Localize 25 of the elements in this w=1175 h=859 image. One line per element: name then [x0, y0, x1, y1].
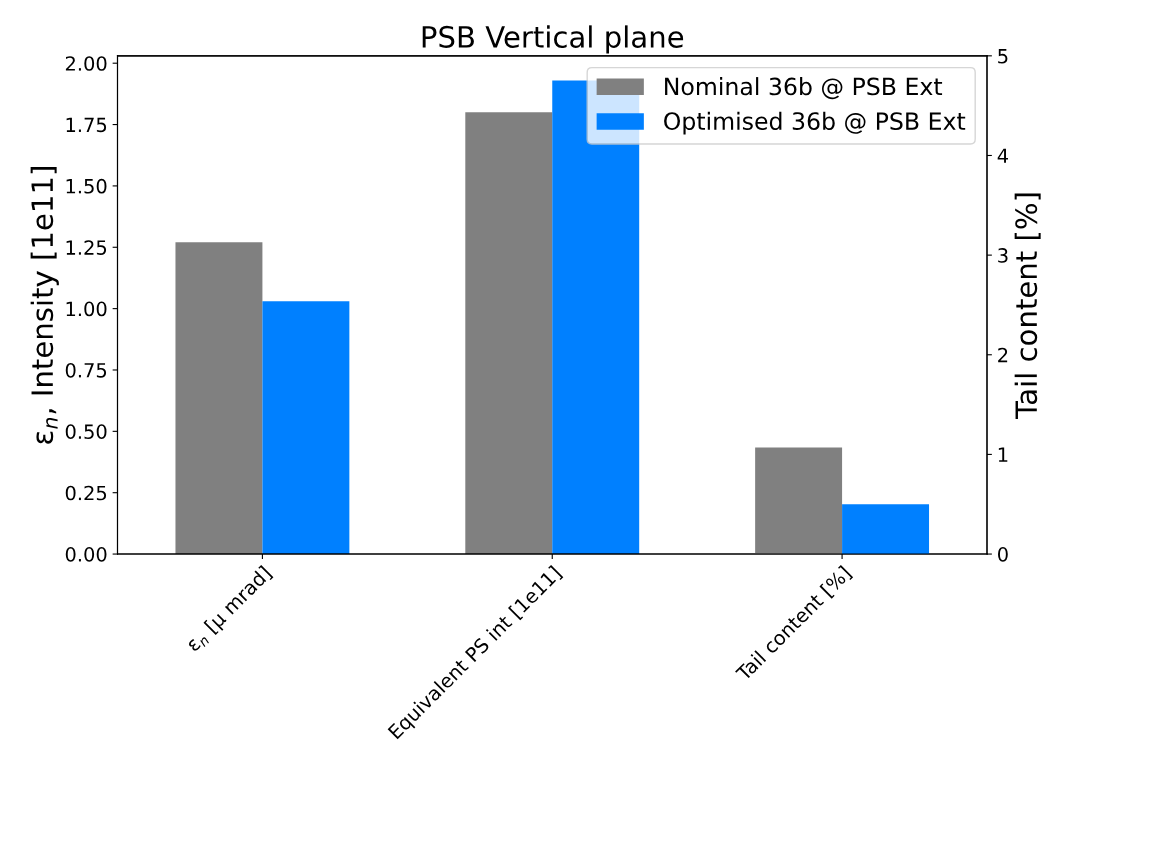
- chart-title: PSB Vertical plane: [422, 25, 684, 54]
- y-tick-label: 0.00: [65, 547, 107, 562]
- y2-tick-label: 1: [998, 447, 1008, 462]
- y-tick-label: 2.00: [65, 56, 107, 71]
- y2-tick-label: 3: [998, 248, 1008, 263]
- x-tick-label: ε$_{n}$ [μ mrad]: [184, 565, 275, 655]
- y2-tick-label: 5: [998, 49, 1008, 64]
- y-tick-label: 1.00: [66, 301, 107, 317]
- y-tick-label: 1.50: [66, 178, 107, 194]
- bar: [262, 301, 350, 555]
- bar: [552, 80, 640, 555]
- y2-tick-label: 4: [997, 148, 1008, 163]
- y-tick-label: 0.25: [65, 485, 107, 501]
- y-tick-label: 1.75: [66, 117, 107, 133]
- y-tick-label: 1.25: [66, 240, 107, 255]
- bar: [175, 242, 263, 555]
- y-tick-label: 0.75: [65, 362, 107, 378]
- y-axis-title: ε$_{n}$, Intensity [1e11]: [30, 167, 59, 444]
- legend-label: Nominal 36b @ PSB Ext: [665, 77, 943, 100]
- y2-axis-title: Tail content [%]: [1014, 193, 1041, 419]
- y-tick-label: 0.50: [65, 424, 107, 439]
- y2-tick-label: 0: [998, 547, 1008, 562]
- bar: [465, 112, 553, 555]
- y2-tick-label: 2: [998, 347, 1008, 363]
- legend-label: Optimised 36b @ PSB Ext: [664, 111, 966, 135]
